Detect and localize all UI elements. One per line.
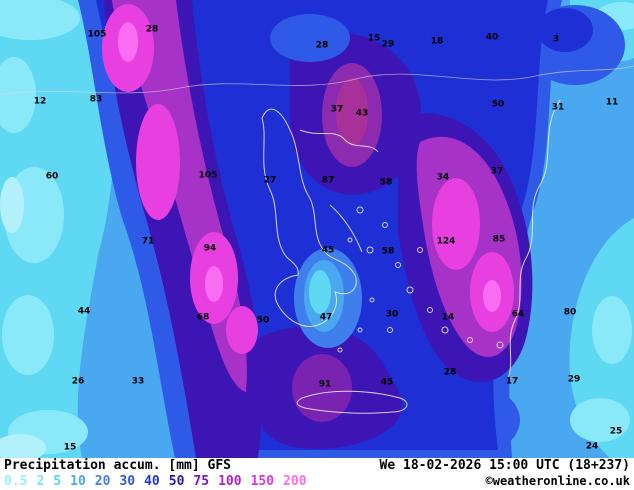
- legend-scale-value: 5: [53, 474, 62, 489]
- legend-model: GFS: [207, 458, 231, 473]
- coastline-overlay: [261, 99, 561, 414]
- precipitation-map: 105 28 28 15 29 18 40 3 12 83 37 43 50 31 11 60 105 27 87 5…: [0, 0, 634, 458]
- legend-title-text: Precipitation accum.: [4, 458, 161, 473]
- legend-bar: Precipitation accum. [mm] GFS We 18-02-2…: [0, 458, 634, 490]
- legend-title: Precipitation accum. [mm] GFS: [4, 458, 231, 473]
- legend-scale-value: 30: [119, 474, 136, 489]
- legend-scale-value: 200: [283, 474, 307, 489]
- legend-datetime: We 18-02-2026 15:00 UTC (18+237): [379, 458, 630, 473]
- precipitation-map-canvas: [0, 0, 634, 458]
- legend-scale-value: 10: [70, 474, 86, 489]
- legend-row-scale: 0.5 2 5 10 20 30 40 50 75 100 150 200 ©weatheronlin…: [0, 474, 634, 490]
- legend-scale-value: 0.5: [4, 474, 28, 489]
- legend-scale-value: 50: [168, 474, 185, 489]
- legend-unit: [mm]: [168, 458, 200, 473]
- legend-scale-value: 150: [250, 474, 275, 489]
- legend-scale: 0.5 2 5 10 20 30 40 50 75 100 150 200: [4, 474, 307, 489]
- legend-row-title: Precipitation accum. [mm] GFS We 18-02-2…: [0, 458, 634, 474]
- legend-scale-value: 2: [36, 474, 45, 489]
- legend-scale-value: 100: [218, 474, 242, 489]
- legend-scale-value: 75: [193, 474, 210, 489]
- copyright-text: ©weatheronline.co.uk: [485, 474, 631, 488]
- legend-scale-value: 40: [144, 474, 160, 489]
- legend-scale-value: 20: [94, 474, 111, 489]
